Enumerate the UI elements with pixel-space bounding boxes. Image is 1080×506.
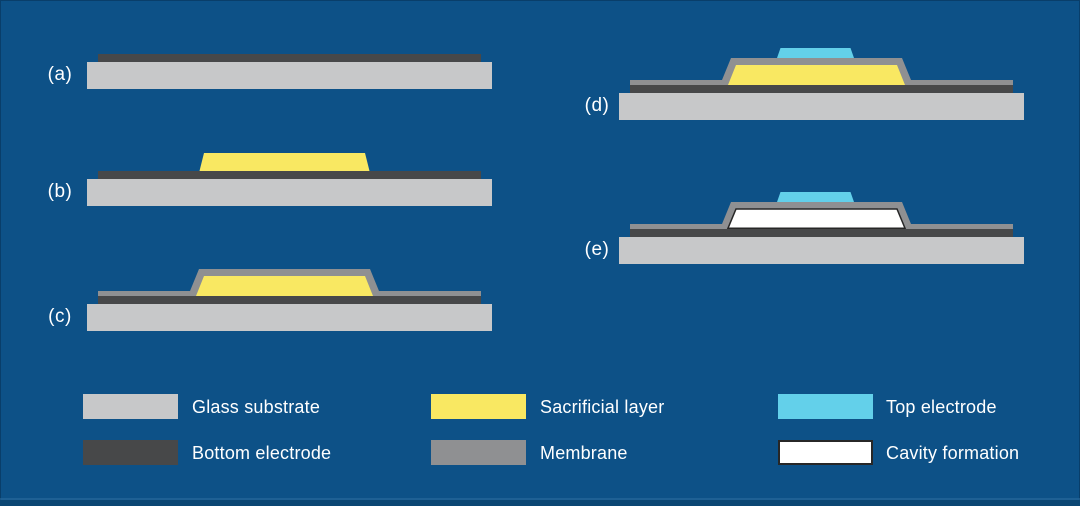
- step-a-label: (a): [47, 64, 73, 85]
- legend-swatch-sacrificial-layer: [431, 394, 526, 419]
- legend-label-top-electrode: Top electrode: [886, 397, 997, 417]
- top-electrode-layer: [777, 48, 854, 58]
- glass-substrate-layer: [87, 62, 492, 89]
- glass-substrate-layer: [87, 304, 492, 331]
- top-electrode-layer: [777, 192, 854, 202]
- bottom-electrode-layer: [98, 54, 481, 62]
- legend-swatch-top-electrode: [778, 394, 873, 419]
- legend-label-bottom-electrode: Bottom electrode: [192, 443, 332, 463]
- sacrificial-layer: [199, 153, 370, 171]
- legend-label-glass-substrate: Glass substrate: [192, 397, 321, 417]
- legend-label-membrane: Membrane: [540, 443, 628, 463]
- glass-substrate-layer: [87, 179, 492, 206]
- bottom-electrode-layer: [630, 85, 1013, 93]
- legend-swatch-membrane: [431, 440, 526, 465]
- step-b-diagram: [87, 153, 492, 206]
- step-e-diagram: [619, 192, 1024, 264]
- sacrificial-layer: [728, 65, 905, 85]
- bottom-electrode-layer: [630, 229, 1013, 237]
- glass-substrate-layer: [619, 93, 1024, 120]
- sacrificial-layer: [196, 276, 373, 296]
- legend-swatch-cavity-formation: [778, 440, 873, 465]
- bottom-edge-shadow: [0, 500, 1080, 506]
- legend-label-cavity-formation: Cavity formation: [886, 443, 1020, 463]
- step-d-diagram: [619, 48, 1024, 120]
- bottom-electrode-layer: [98, 171, 481, 179]
- cavity-formation-layer: [726, 208, 907, 229]
- step-e-label: (e): [584, 239, 610, 260]
- bottom-electrode-layer: [98, 296, 481, 304]
- bottom-edge-highlight: [0, 498, 1080, 500]
- step-c-diagram: [87, 269, 492, 331]
- step-a-diagram: [87, 54, 492, 89]
- step-c-label: (c): [48, 306, 72, 327]
- step-d-label: (d): [584, 95, 610, 116]
- legend-swatch-glass-substrate: [83, 394, 178, 419]
- legend-label-sacrificial-layer: Sacrificial layer: [540, 397, 665, 417]
- glass-substrate-layer: [619, 237, 1024, 264]
- legend-swatch-bottom-electrode: [83, 440, 178, 465]
- step-b-label: (b): [47, 181, 73, 202]
